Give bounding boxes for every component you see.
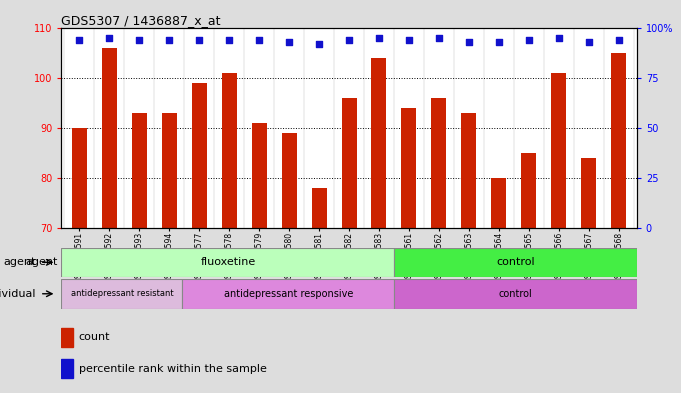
Bar: [552, 73, 567, 228]
Point: [283, 39, 294, 45]
Text: percentile rank within the sample: percentile rank within the sample: [78, 364, 266, 374]
Point: [584, 39, 595, 45]
Text: control: control: [498, 289, 533, 299]
Point: [614, 37, 624, 43]
Text: count: count: [78, 332, 110, 342]
Text: fluoxetine: fluoxetine: [200, 257, 255, 267]
Bar: [61, 359, 73, 378]
Point: [554, 35, 565, 41]
Text: control: control: [496, 257, 535, 267]
Text: antidepressant responsive: antidepressant responsive: [224, 289, 353, 299]
Bar: [462, 113, 477, 228]
Bar: [372, 58, 387, 228]
Bar: [131, 113, 146, 228]
Point: [104, 35, 114, 41]
Text: GDS5307 / 1436887_x_at: GDS5307 / 1436887_x_at: [61, 14, 221, 27]
Point: [404, 37, 415, 43]
Bar: [191, 83, 206, 228]
Bar: [341, 97, 357, 228]
Bar: [221, 73, 236, 228]
Text: agent: agent: [3, 257, 35, 267]
Bar: [612, 53, 627, 228]
Text: agent: agent: [25, 257, 58, 267]
Text: antidepressant resistant: antidepressant resistant: [71, 289, 173, 298]
Bar: [522, 153, 537, 228]
Bar: [432, 97, 447, 228]
Point: [313, 40, 324, 47]
Bar: [61, 328, 73, 347]
Bar: [582, 158, 597, 228]
Point: [524, 37, 535, 43]
Bar: [281, 133, 296, 228]
Point: [74, 37, 84, 43]
Point: [434, 35, 445, 41]
Bar: [183, 279, 394, 309]
Bar: [61, 279, 183, 309]
Bar: [61, 248, 394, 277]
Bar: [72, 128, 86, 228]
Point: [193, 37, 204, 43]
Point: [344, 37, 355, 43]
Bar: [394, 279, 637, 309]
Bar: [394, 248, 637, 277]
Bar: [492, 178, 507, 228]
Bar: [311, 188, 326, 228]
Bar: [101, 48, 116, 228]
Text: individual: individual: [0, 289, 35, 299]
Point: [374, 35, 385, 41]
Point: [494, 39, 505, 45]
Bar: [251, 123, 266, 228]
Bar: [402, 108, 417, 228]
Point: [464, 39, 475, 45]
Point: [133, 37, 144, 43]
Point: [163, 37, 174, 43]
Point: [253, 37, 264, 43]
Bar: [161, 113, 176, 228]
Point: [223, 37, 234, 43]
